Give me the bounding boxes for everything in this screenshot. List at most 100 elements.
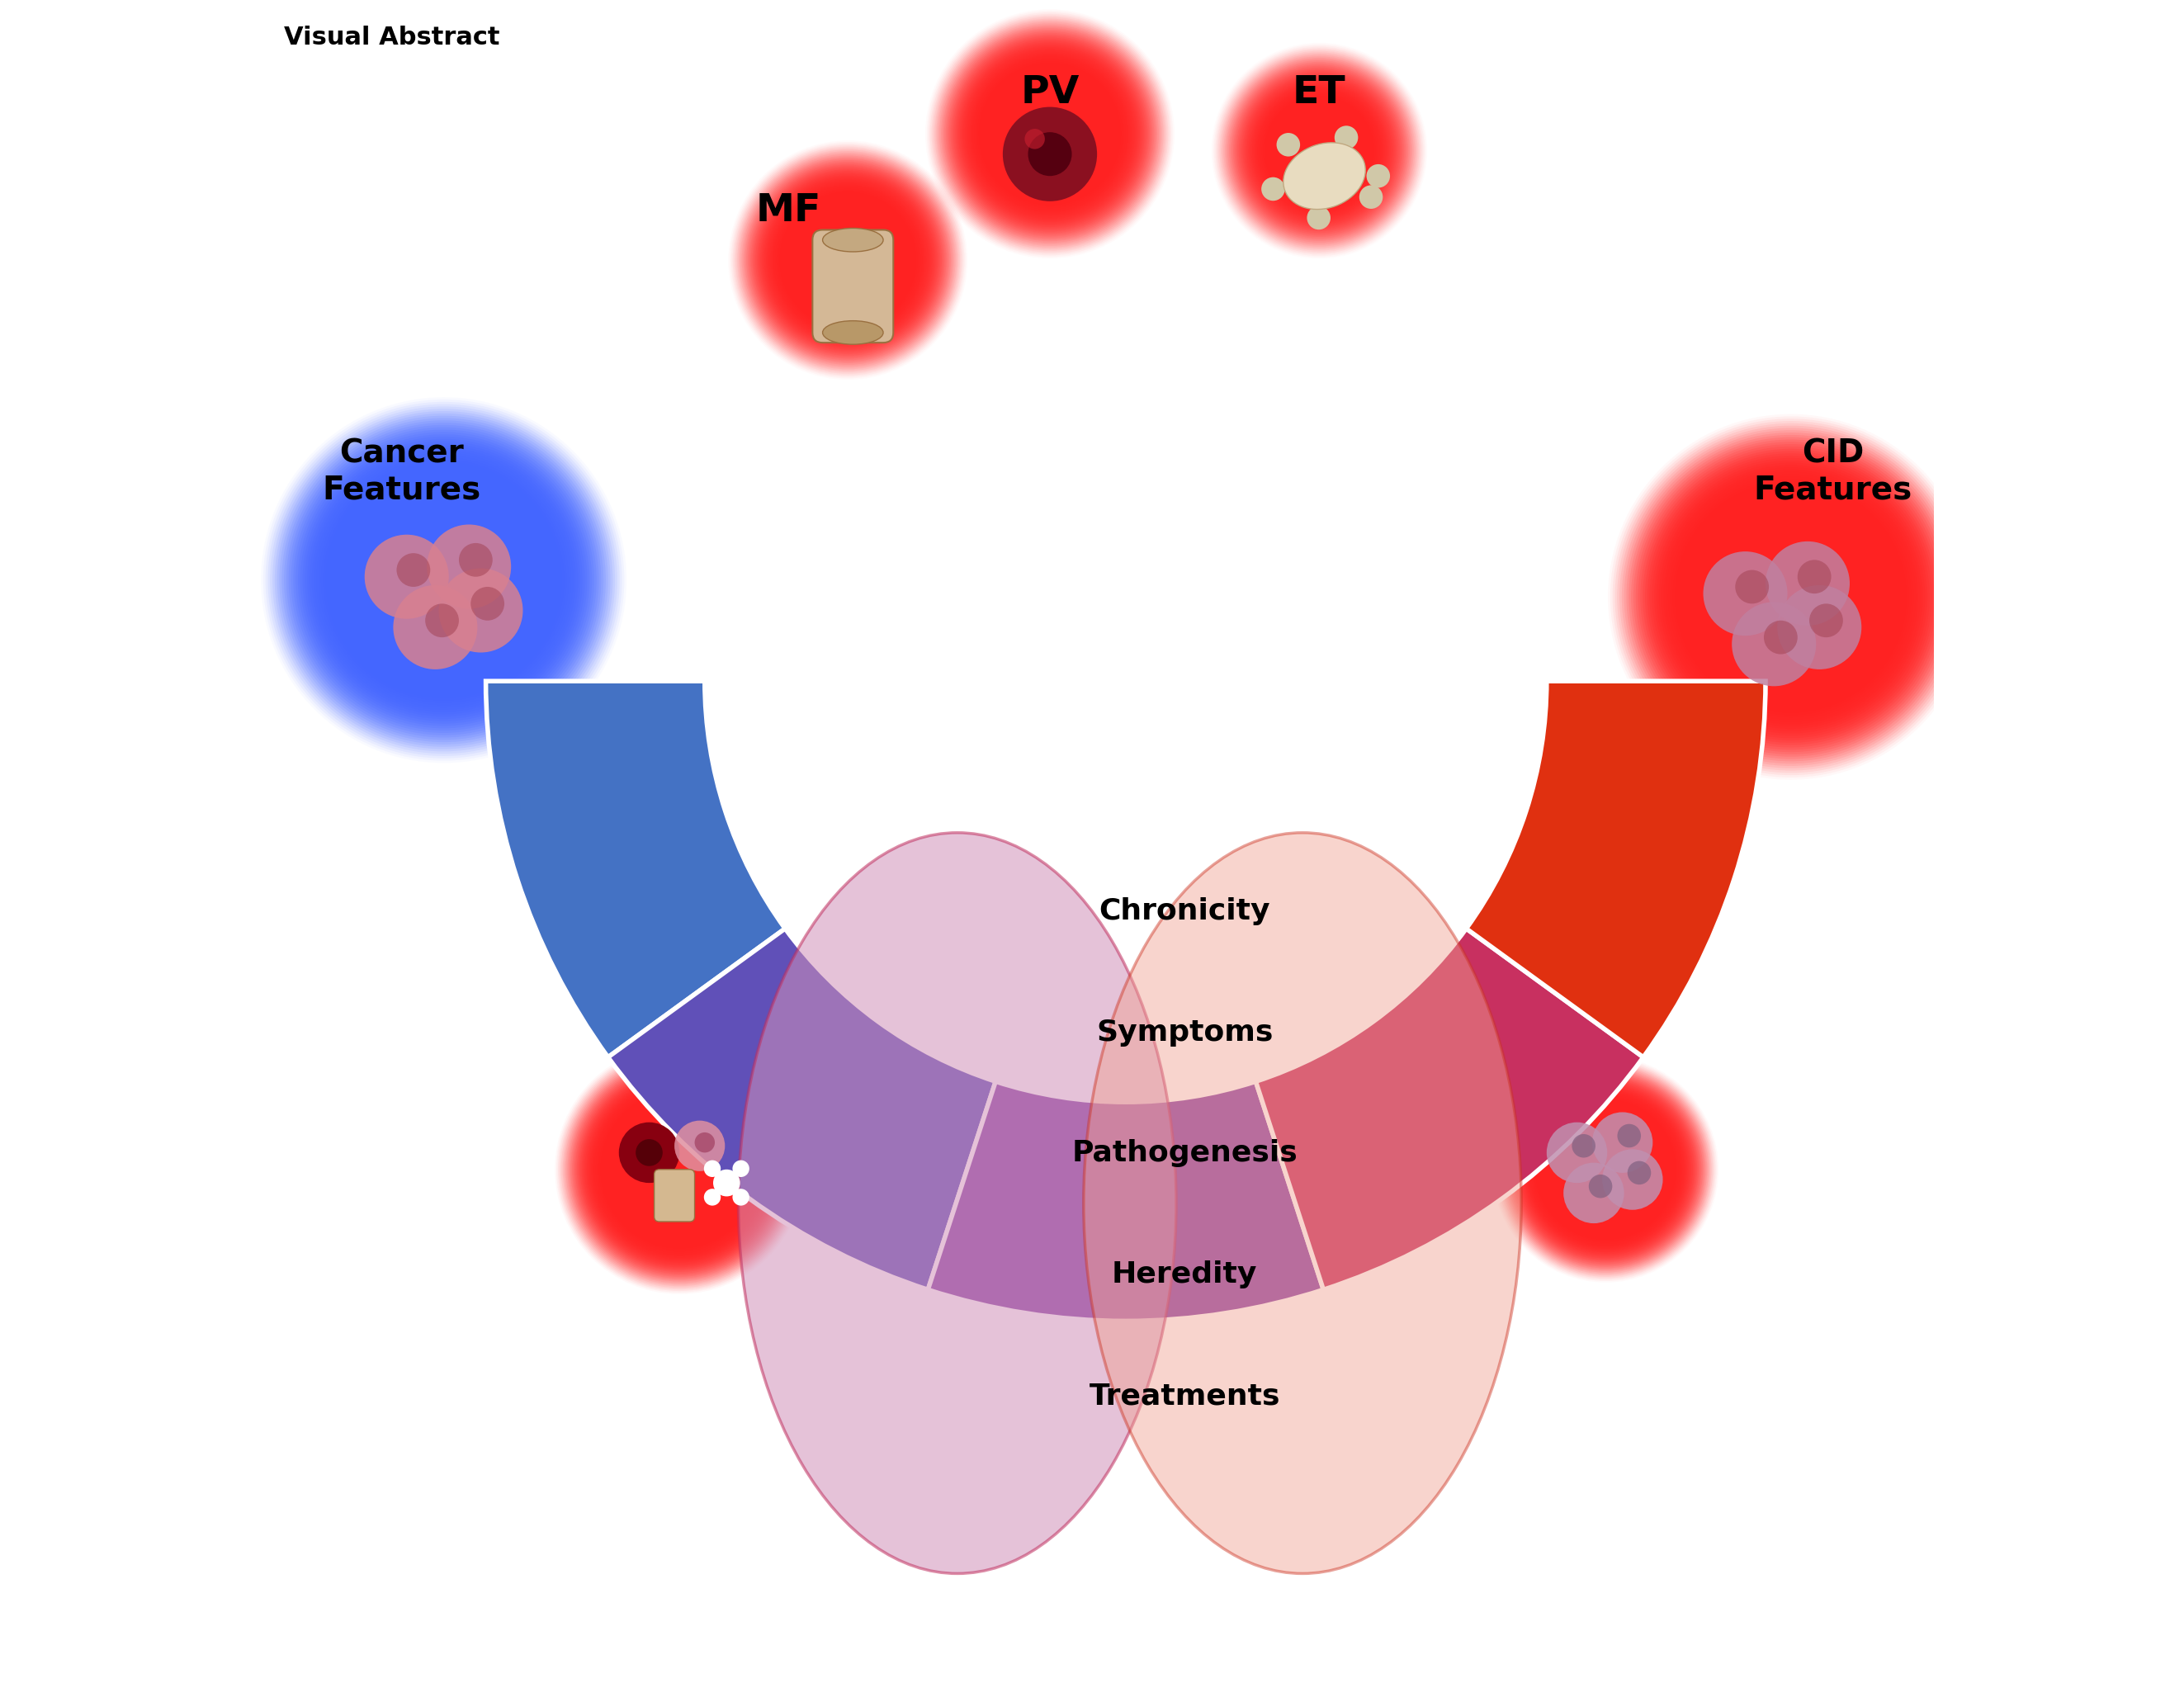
Circle shape: [948, 32, 1153, 237]
Circle shape: [1310, 141, 1328, 162]
Circle shape: [1511, 1075, 1699, 1264]
Circle shape: [1636, 443, 1946, 752]
Circle shape: [1588, 1153, 1623, 1187]
Circle shape: [1280, 111, 1358, 192]
Circle shape: [1295, 128, 1343, 175]
Circle shape: [756, 168, 941, 353]
Circle shape: [738, 151, 957, 370]
Circle shape: [1509, 1074, 1701, 1266]
Circle shape: [1778, 584, 1804, 611]
Circle shape: [1223, 56, 1415, 247]
Circle shape: [290, 427, 596, 734]
Circle shape: [336, 475, 550, 687]
Circle shape: [1000, 86, 1099, 183]
Ellipse shape: [1083, 833, 1522, 1574]
Circle shape: [989, 74, 1109, 195]
Circle shape: [1597, 1161, 1614, 1178]
Circle shape: [1590, 1155, 1621, 1185]
Circle shape: [1221, 52, 1417, 249]
Circle shape: [1282, 114, 1356, 188]
Circle shape: [1009, 94, 1092, 175]
Circle shape: [577, 1067, 782, 1272]
Circle shape: [636, 1139, 662, 1166]
Circle shape: [592, 1080, 769, 1259]
Circle shape: [1247, 79, 1391, 224]
Circle shape: [411, 549, 476, 613]
Circle shape: [972, 56, 1129, 214]
Circle shape: [834, 247, 860, 274]
Circle shape: [1278, 109, 1363, 194]
Circle shape: [1262, 94, 1376, 209]
Circle shape: [354, 490, 535, 672]
Circle shape: [419, 555, 470, 606]
Circle shape: [1645, 451, 1937, 744]
Circle shape: [1562, 1126, 1649, 1213]
Circle shape: [1498, 1062, 1712, 1277]
Circle shape: [1018, 101, 1083, 168]
Circle shape: [943, 27, 1158, 242]
Circle shape: [675, 1165, 684, 1175]
Circle shape: [1564, 1128, 1647, 1212]
Circle shape: [703, 1188, 721, 1205]
Circle shape: [614, 1106, 745, 1234]
Circle shape: [1040, 123, 1061, 146]
Circle shape: [1269, 101, 1369, 202]
Circle shape: [1686, 493, 1896, 702]
Circle shape: [581, 1072, 778, 1267]
Circle shape: [762, 177, 933, 345]
Circle shape: [753, 167, 941, 355]
Circle shape: [1588, 1175, 1612, 1198]
Circle shape: [1704, 552, 1787, 636]
Circle shape: [1275, 133, 1299, 157]
Wedge shape: [1465, 682, 1765, 1057]
Circle shape: [843, 256, 852, 266]
Circle shape: [1688, 495, 1894, 700]
Circle shape: [1514, 1079, 1697, 1261]
Circle shape: [1289, 121, 1350, 182]
Circle shape: [1029, 133, 1072, 177]
Circle shape: [319, 456, 568, 705]
Circle shape: [1029, 114, 1070, 155]
Circle shape: [570, 1059, 791, 1281]
Circle shape: [627, 1116, 734, 1224]
Circle shape: [605, 1096, 753, 1244]
Circle shape: [1278, 111, 1361, 192]
Circle shape: [1579, 1144, 1631, 1195]
Circle shape: [769, 182, 926, 340]
Circle shape: [1518, 1080, 1695, 1259]
Circle shape: [795, 207, 900, 313]
Circle shape: [1243, 74, 1396, 227]
Circle shape: [563, 1054, 797, 1286]
Circle shape: [1241, 72, 1398, 231]
Circle shape: [968, 52, 1131, 217]
Text: Heredity: Heredity: [1112, 1261, 1258, 1287]
Circle shape: [1236, 69, 1402, 234]
Circle shape: [312, 449, 577, 712]
Circle shape: [1505, 1070, 1706, 1269]
Circle shape: [1040, 125, 1059, 145]
Circle shape: [1306, 207, 1330, 231]
Circle shape: [782, 195, 913, 327]
Circle shape: [1234, 67, 1404, 236]
Circle shape: [369, 507, 518, 655]
Circle shape: [1529, 1092, 1684, 1247]
Circle shape: [352, 488, 537, 673]
Circle shape: [1044, 128, 1057, 141]
Circle shape: [585, 1077, 773, 1262]
Circle shape: [976, 61, 1125, 209]
Circle shape: [1042, 126, 1057, 143]
Text: Visual Abstract: Visual Abstract: [284, 25, 500, 49]
Circle shape: [802, 215, 893, 306]
Circle shape: [812, 224, 885, 298]
Circle shape: [1297, 130, 1341, 173]
Circle shape: [987, 71, 1114, 197]
Circle shape: [1797, 560, 1830, 594]
Circle shape: [1566, 1131, 1645, 1208]
Wedge shape: [607, 929, 996, 1289]
Circle shape: [1583, 1146, 1629, 1193]
Circle shape: [1601, 1165, 1612, 1175]
Circle shape: [828, 241, 867, 281]
Circle shape: [1741, 547, 1841, 648]
Circle shape: [1535, 1099, 1675, 1240]
Circle shape: [1752, 559, 1830, 636]
